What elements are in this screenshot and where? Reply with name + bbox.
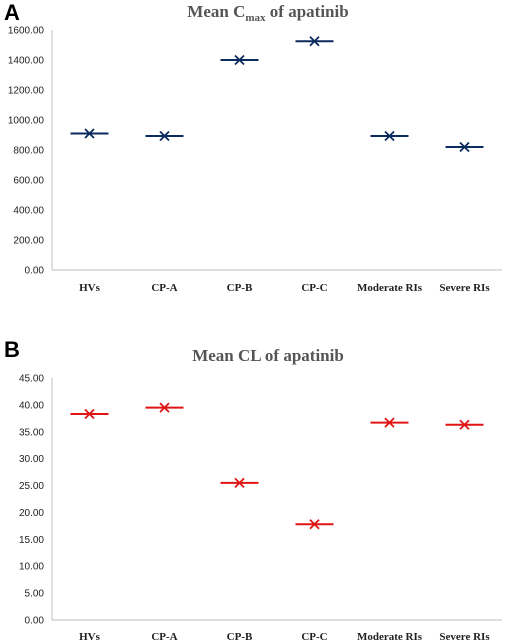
chart-a-x-tick-label: Moderate RIs <box>357 282 423 294</box>
chart-a-x-tick-label: CP-A <box>151 282 177 294</box>
chart-a-y-tick-label: 1600.00 <box>8 26 45 37</box>
chart-a-y-tick-label: 600.00 <box>13 176 44 187</box>
chart-a-y-tick-label: 400.00 <box>13 206 44 217</box>
chart-b-y-tick-label: 35.00 <box>19 427 44 438</box>
chart-a-data-point <box>445 141 484 153</box>
chart-a-data-point <box>145 130 184 142</box>
chart-b-y-tick-label: 0.00 <box>25 616 45 627</box>
chart-b-y-tick-label: 30.00 <box>19 454 44 465</box>
chart-a-x-tick-label: CP-C <box>301 282 327 294</box>
chart-b-x-tick-label: CP-A <box>151 631 177 643</box>
chart-b-y-tick-label: 15.00 <box>19 535 44 546</box>
chart-b-y-tick-label: 5.00 <box>25 589 45 600</box>
chart-b-data-point <box>145 402 184 413</box>
chart-b-y-tick-label: 45.00 <box>19 374 44 385</box>
chart-b-y-tick-label: 40.00 <box>19 400 44 411</box>
chart-a-x-tick-label: Severe RIs <box>439 282 490 294</box>
chart-a-y-tick-label: 1000.00 <box>8 116 45 127</box>
chart-b-data-point <box>220 477 259 489</box>
chart-b-data-point <box>295 519 334 530</box>
chart-b-x-tick-label: CP-B <box>227 631 253 643</box>
chart-b: B Mean CL of apatinib 0.00 5.00 10.00 15.00… <box>4 337 502 643</box>
chart-b-x-tick-label: CP-C <box>301 631 327 643</box>
chart-a-data-point <box>70 128 109 139</box>
chart-b-x-tick-label: Severe RIs <box>439 631 490 643</box>
chart-b-y-tick-label: 10.00 <box>19 562 44 573</box>
chart-a-y-tick-label: 0.00 <box>25 266 45 277</box>
chart-b-x-tick-label: HVs <box>79 631 101 643</box>
chart-a-y-tick-label: 1400.00 <box>8 56 45 67</box>
chart-b-data-point <box>370 417 409 428</box>
chart-a-x-tick-label: HVs <box>79 282 101 294</box>
chart-a-y-tick-label: 200.00 <box>13 236 44 247</box>
chart-b-data-point <box>70 408 109 420</box>
chart-a-y-tick-label: 800.00 <box>13 146 44 157</box>
chart-a: A Mean Cmax of apatinib 0.00 200.00 400.00… <box>4 0 502 294</box>
panel-label-b: B <box>4 337 20 362</box>
chart-a-title: Mean Cmax of apatinib <box>187 2 348 24</box>
chart-b-title: Mean CL of apatinib <box>192 346 344 365</box>
panel-label-a: A <box>4 0 20 25</box>
chart-a-data-point <box>370 130 409 142</box>
chart-a-data-point <box>220 54 259 66</box>
chart-a-y-tick-label: 1200.00 <box>8 86 45 97</box>
chart-b-data-point <box>445 419 484 430</box>
chart-a-x-tick-label: CP-B <box>227 282 253 294</box>
chart-b-x-tick-label: Moderate RIs <box>357 631 423 643</box>
chart-b-y-tick-label: 20.00 <box>19 508 44 519</box>
chart-a-data-point <box>295 36 334 47</box>
chart-b-y-tick-label: 25.00 <box>19 481 44 492</box>
